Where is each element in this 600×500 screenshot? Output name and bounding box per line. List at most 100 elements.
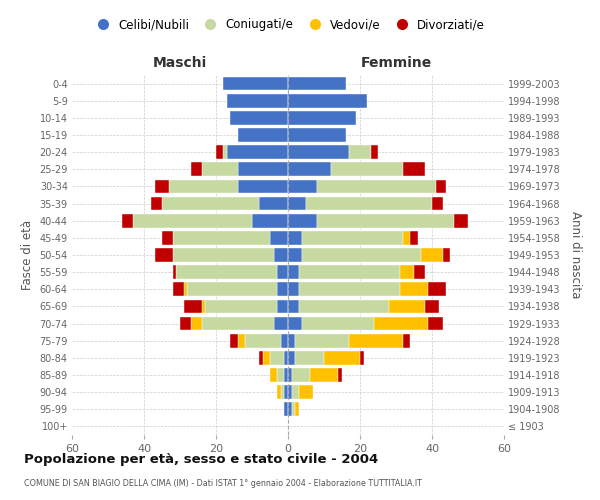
Bar (277, 368, 284, 382)
Bar (288, 368, 292, 382)
Bar (302, 248, 421, 262)
Bar (310, 368, 338, 382)
Text: Maschi: Maschi (153, 56, 207, 70)
Bar (295, 351, 324, 364)
Bar (270, 368, 277, 382)
Bar (288, 231, 302, 244)
Bar (317, 180, 436, 194)
Bar (338, 368, 342, 382)
Bar (302, 231, 403, 244)
Bar (288, 282, 299, 296)
Bar (288, 316, 302, 330)
Bar (184, 300, 202, 314)
Bar (277, 282, 288, 296)
Bar (288, 266, 299, 279)
Bar (403, 334, 410, 347)
Bar (324, 351, 360, 364)
Bar (436, 180, 446, 194)
Bar (288, 94, 367, 108)
Bar (238, 334, 245, 347)
Bar (277, 386, 281, 399)
Bar (173, 231, 270, 244)
Bar (227, 146, 288, 159)
Bar (374, 316, 428, 330)
Bar (288, 386, 292, 399)
Bar (443, 248, 450, 262)
Bar (277, 300, 288, 314)
Bar (288, 162, 331, 176)
Text: Popolazione per età, sesso e stato civile - 2004: Popolazione per età, sesso e stato civil… (24, 452, 378, 466)
Bar (299, 300, 389, 314)
Bar (270, 231, 288, 244)
Bar (410, 231, 418, 244)
Bar (288, 402, 292, 416)
Bar (176, 266, 277, 279)
Bar (288, 111, 356, 124)
Bar (151, 196, 162, 210)
Bar (162, 231, 173, 244)
Bar (227, 94, 288, 108)
Bar (428, 282, 446, 296)
Bar (274, 248, 288, 262)
Bar (274, 316, 288, 330)
Bar (202, 300, 205, 314)
Bar (288, 76, 346, 90)
Bar (349, 146, 371, 159)
Bar (360, 351, 364, 364)
Text: COMUNE DI SAN BIAGIO DELLA CIMA (IM) - Dati ISTAT 1° gennaio 2004 - Elaborazione: COMUNE DI SAN BIAGIO DELLA CIMA (IM) - D… (24, 479, 422, 488)
Bar (155, 248, 173, 262)
Bar (245, 334, 281, 347)
Bar (155, 180, 169, 194)
Bar (288, 300, 299, 314)
Bar (230, 334, 238, 347)
Bar (259, 196, 288, 210)
Bar (223, 146, 227, 159)
Bar (302, 316, 374, 330)
Bar (288, 351, 295, 364)
Bar (454, 214, 468, 228)
Bar (277, 266, 288, 279)
Bar (288, 180, 317, 194)
Bar (238, 128, 288, 142)
Bar (252, 214, 288, 228)
Bar (425, 300, 439, 314)
Bar (349, 334, 403, 347)
Bar (259, 351, 263, 364)
Bar (288, 128, 346, 142)
Bar (288, 196, 306, 210)
Bar (133, 214, 252, 228)
Bar (331, 162, 403, 176)
Bar (292, 402, 295, 416)
Bar (288, 248, 302, 262)
Bar (400, 282, 428, 296)
Bar (202, 316, 274, 330)
Bar (421, 248, 443, 262)
Bar (288, 334, 295, 347)
Bar (414, 266, 425, 279)
Bar (389, 300, 425, 314)
Bar (184, 282, 187, 296)
Bar (371, 146, 378, 159)
Bar (270, 351, 284, 364)
Bar (162, 196, 259, 210)
Bar (202, 162, 238, 176)
Bar (223, 76, 288, 90)
Bar (288, 146, 349, 159)
Bar (238, 162, 288, 176)
Bar (295, 402, 299, 416)
Bar (292, 368, 310, 382)
Bar (428, 316, 443, 330)
Bar (216, 146, 223, 159)
Bar (284, 351, 288, 364)
Bar (295, 334, 349, 347)
Bar (191, 316, 202, 330)
Bar (284, 402, 288, 416)
Bar (187, 282, 277, 296)
Bar (432, 196, 443, 210)
Text: Femmine: Femmine (361, 56, 431, 70)
Bar (299, 282, 400, 296)
Bar (173, 282, 184, 296)
Bar (292, 386, 299, 399)
Bar (122, 214, 133, 228)
Bar (306, 196, 432, 210)
